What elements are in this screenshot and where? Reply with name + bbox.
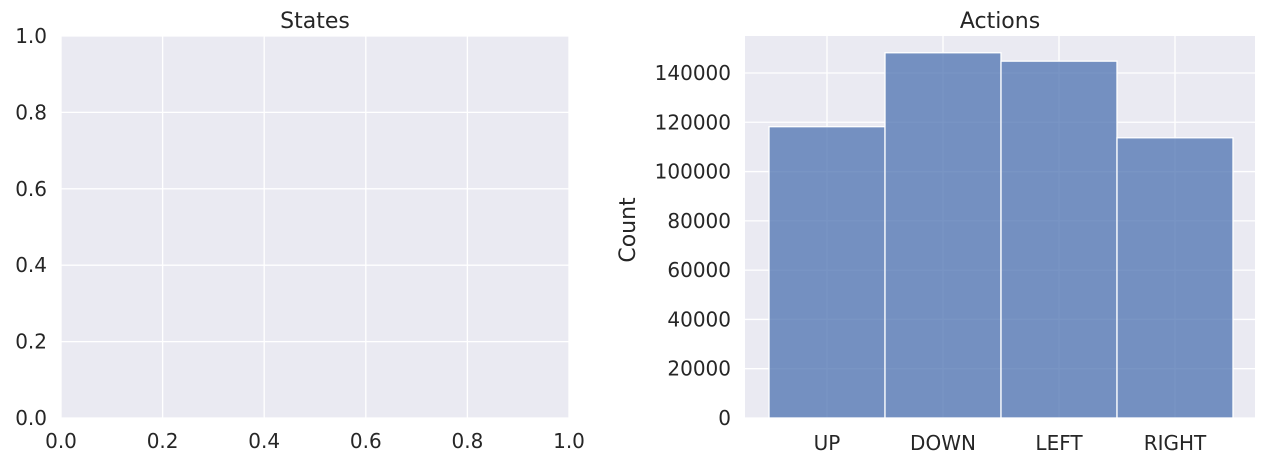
actions-y-tick-label: 60000 <box>667 258 731 282</box>
actions-x-tick-label: LEFT <box>1035 431 1083 455</box>
actions-y-tick-label: 100000 <box>655 160 731 184</box>
actions-x-ticks: UP DOWN LEFT RIGHT <box>814 431 1207 455</box>
states-plot-area <box>61 36 569 418</box>
states-chart: States 0.0 0.2 0.4 0.6 0.8 1.0 0.00.20.40.60.… <box>15 9 585 453</box>
states-y-tick-label: 0.0 <box>15 406 47 430</box>
states-y-tick-label: 0.2 <box>15 330 47 354</box>
actions-x-tick-label: UP <box>814 431 841 455</box>
actions-x-tick-label: DOWN <box>910 431 976 455</box>
bar-right <box>1116 137 1234 419</box>
actions-y-tick-label: 80000 <box>667 209 731 233</box>
actions-x-tick-label: RIGHT <box>1144 431 1207 455</box>
actions-title: Actions <box>960 9 1040 34</box>
states-x-tick-label: 0.8 <box>451 429 483 453</box>
actions-y-tick-label: 40000 <box>667 307 731 331</box>
states-x-tick-label: 1.0 <box>553 429 585 453</box>
actions-y-tick-label: 20000 <box>667 357 731 381</box>
states-title: States <box>280 9 350 34</box>
states-y-tick-label: 0.8 <box>15 100 47 124</box>
actions-bars <box>768 52 1234 419</box>
states-y-tick-label: 0.4 <box>15 253 47 277</box>
actions-y-tick-label: 120000 <box>655 110 731 134</box>
states-y-tick-label: 0.6 <box>15 177 47 201</box>
actions-y-tick-label: 0 <box>718 406 731 430</box>
states-x-tick-label: 0.2 <box>147 429 179 453</box>
bar-up <box>768 126 886 419</box>
actions-chart: Actions Count UP DOWN LEFT RIGHT 0 20000 4000… <box>616 9 1255 455</box>
states-x-tick-label: 0.0 <box>45 429 77 453</box>
states-x-tick-label: 0.4 <box>248 429 280 453</box>
bar-left <box>1000 60 1118 419</box>
states-x-tick-label: 0.6 <box>350 429 382 453</box>
states-gridlines <box>60 35 570 419</box>
actions-y-tick-label: 140000 <box>655 61 731 85</box>
bar-down <box>884 52 1002 419</box>
states-y-tick-label: 1.0 <box>15 24 47 48</box>
actions-y-axis-label: Count <box>616 197 641 263</box>
states-x-ticks: 0.0 0.2 0.4 0.6 0.8 1.0 <box>45 429 585 453</box>
actions-y-ticks: 0 20000 40000 60000 80000 100000 120000 140000 <box>655 61 731 430</box>
states-y-ticks: 0.0 0.2 0.4 0.6 0.8 1.0 <box>15 24 47 430</box>
